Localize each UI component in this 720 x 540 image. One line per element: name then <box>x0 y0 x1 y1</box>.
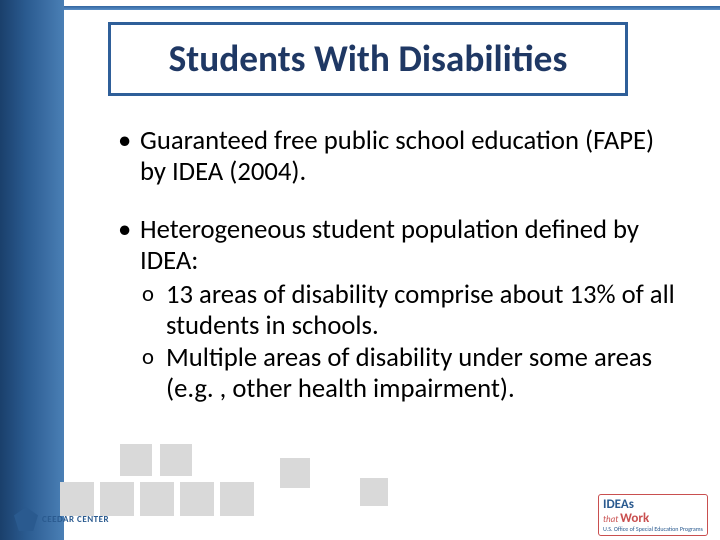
slide: Students With Disabilities Guaranteed fr… <box>0 0 720 540</box>
deco-square <box>180 482 214 516</box>
bullet-list: Guaranteed free public school education … <box>118 126 676 406</box>
body-content: Guaranteed free public school education … <box>118 126 676 406</box>
bullet-item: Guaranteed free public school education … <box>118 126 676 189</box>
deco-square <box>120 444 152 476</box>
left-gradient-bar <box>0 0 64 540</box>
sub-bullet-item: Multiple areas of disability under some … <box>140 343 676 406</box>
ceedar-logo-text: CEEDAR CENTER <box>42 514 109 525</box>
deco-square <box>160 444 192 476</box>
bullet-text: Heterogeneous student population defined… <box>140 214 639 277</box>
title-box: Students With Disabilities <box>108 22 628 96</box>
slide-title: Students With Disabilities <box>169 36 568 82</box>
bullet-item: Heterogeneous student population defined… <box>118 215 676 406</box>
dept-text: U.S. Office of Special Education Program… <box>603 525 703 533</box>
deco-square <box>220 482 254 516</box>
ideas-that-work-logo: IDEAs that Work U.S. Office of Special E… <box>598 494 708 536</box>
sub-bullet-list: 13 areas of disability comprise about 13… <box>140 280 676 406</box>
sub-bullet-item: 13 areas of disability comprise about 13… <box>140 280 676 343</box>
ceedar-logo: CEEDAR CENTER <box>14 504 134 534</box>
bullet-text: Guaranteed free public school education … <box>140 125 654 188</box>
deco-square <box>140 482 174 516</box>
work-word: Work <box>620 511 649 526</box>
top-accent-line <box>0 6 720 10</box>
deco-square <box>360 478 388 506</box>
deco-square <box>280 458 310 488</box>
ceedar-logo-icon <box>14 507 38 531</box>
that-word: that <box>603 514 618 525</box>
